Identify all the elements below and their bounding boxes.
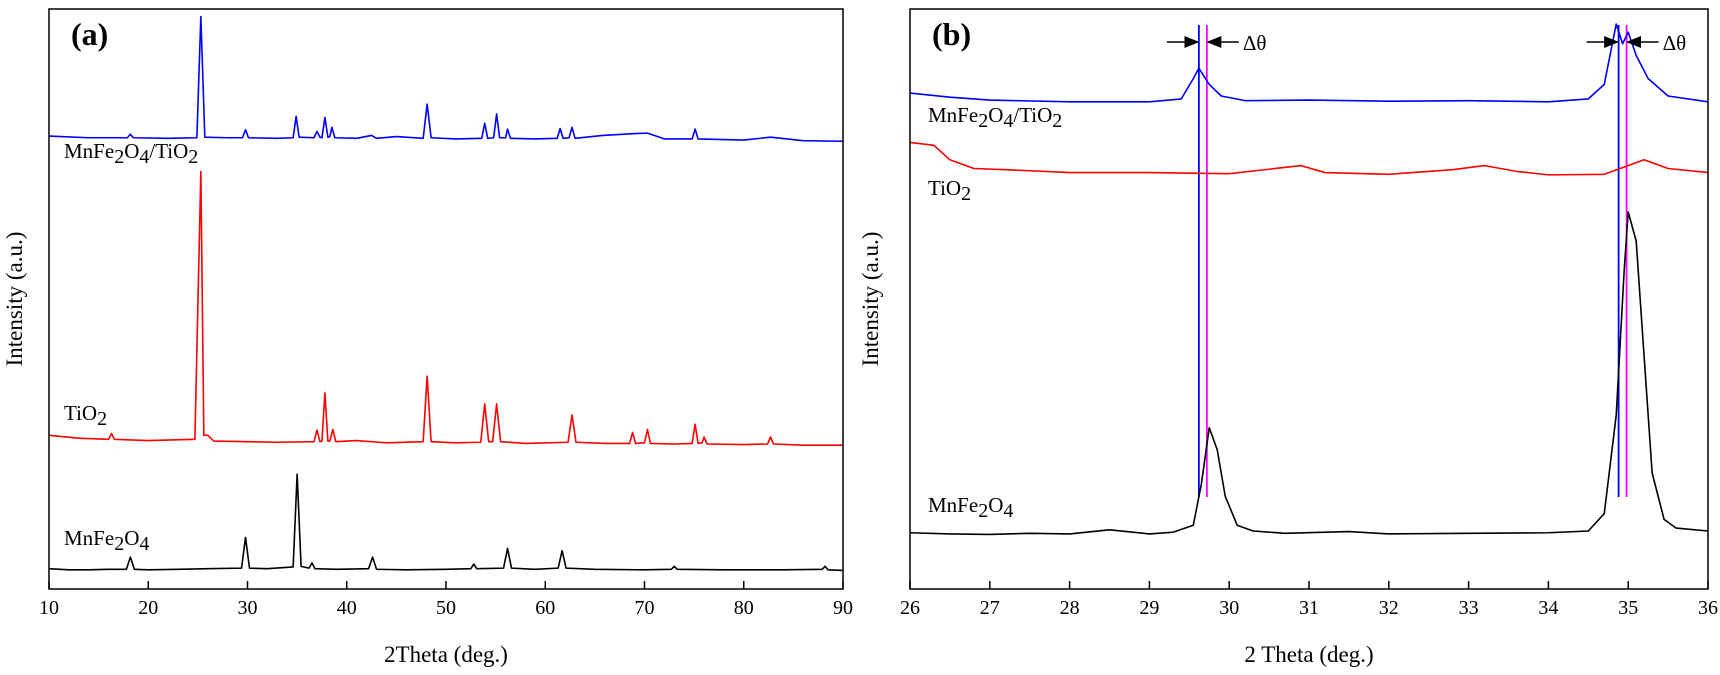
x-tick-label: 31 [1299,597,1319,619]
x-tick-label: 33 [1459,597,1479,619]
x-tick-label: 50 [436,597,456,619]
x-tick-label: 80 [734,597,754,619]
x-tick-label: 70 [635,597,655,619]
plot-frame [48,8,844,590]
x-tick-label: 26 [900,597,920,619]
series-label: TiO2 [64,401,107,430]
y-axis-label: Intensity (a.u.) [2,232,27,367]
series-label: MnFe2O4/TiO2 [928,103,1062,132]
x-tick-label: 20 [138,597,158,619]
plot-frame [909,8,1709,590]
x-tick-label: 28 [1060,597,1080,619]
x-tick-label: 29 [1139,597,1159,619]
plot-area [49,15,843,572]
series-line [49,473,843,572]
annotation: Δθ [1663,31,1687,55]
series-line [49,170,843,446]
x-tick-label: 35 [1618,597,1638,619]
x-tick-label: 34 [1538,597,1558,619]
series-line [910,141,1708,176]
x-tick-label: 90 [833,597,853,619]
panel-title: (a) [71,16,108,52]
x-tick-label: 60 [535,597,555,619]
annotation: Δθ [1243,31,1267,55]
x-axis-label: 2 Theta (deg.) [1244,642,1373,667]
panel-title: (b) [932,16,971,52]
x-tick-label: 32 [1379,597,1399,619]
series-line [49,15,843,143]
x-axis-label: 2Theta (deg.) [384,642,508,667]
plot-0: 10 20 30 40 50 60 70 80 90 MnFe2O4/TiO2 TiO2 MnFe2O… [2,8,853,667]
series-line [910,211,1708,536]
series-label: MnFe2O4/TiO2 [64,139,198,168]
series-line [910,23,1708,103]
series-label: TiO2 [928,176,971,205]
x-tick-label: 30 [238,597,258,619]
x-tick-label: 10 [39,597,59,619]
x-tick-label: 27 [980,597,1000,619]
series-label: MnFe2O4 [64,526,149,555]
x-tick-label: 36 [1698,597,1718,619]
x-tick-label: 30 [1219,597,1239,619]
series-label: MnFe2O4 [928,493,1013,522]
plot-area [910,23,1708,536]
x-tick-label: 40 [337,597,357,619]
y-axis-label: Intensity (a.u.) [858,232,883,367]
plot-1: 26 27 28 29 30 31 32 33 34 35 36 Δθ Δθ MnFe2O4/TiO2 Ti… [858,8,1718,667]
